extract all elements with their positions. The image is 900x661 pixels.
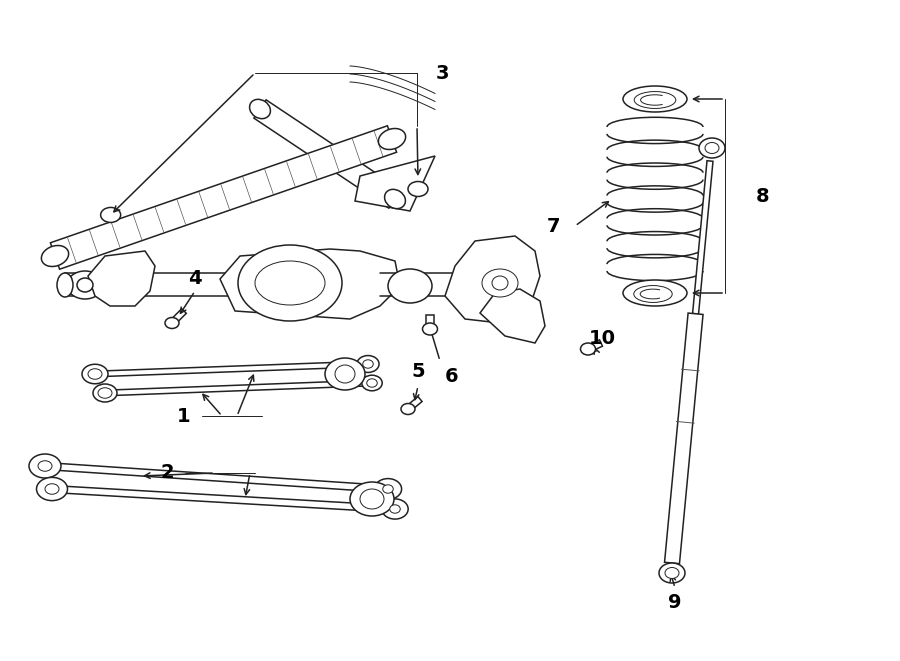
Ellipse shape xyxy=(665,568,679,578)
Polygon shape xyxy=(587,340,602,352)
Ellipse shape xyxy=(699,138,725,158)
Ellipse shape xyxy=(360,489,384,509)
Text: 10: 10 xyxy=(589,329,616,348)
Ellipse shape xyxy=(357,356,379,372)
Text: 1: 1 xyxy=(177,407,191,426)
Ellipse shape xyxy=(382,485,393,493)
Ellipse shape xyxy=(401,403,415,414)
Polygon shape xyxy=(480,289,545,343)
Polygon shape xyxy=(427,315,434,329)
Ellipse shape xyxy=(57,273,73,297)
Ellipse shape xyxy=(367,379,377,387)
Ellipse shape xyxy=(634,286,672,303)
Polygon shape xyxy=(220,249,400,319)
Ellipse shape xyxy=(238,245,342,321)
Polygon shape xyxy=(406,397,422,412)
Polygon shape xyxy=(664,313,703,564)
Ellipse shape xyxy=(45,484,59,494)
Ellipse shape xyxy=(363,360,374,368)
Ellipse shape xyxy=(482,269,518,297)
Text: 6: 6 xyxy=(446,366,459,385)
Text: 2: 2 xyxy=(160,463,174,483)
Ellipse shape xyxy=(98,388,112,398)
Ellipse shape xyxy=(362,375,382,391)
Polygon shape xyxy=(445,236,540,323)
Polygon shape xyxy=(693,161,713,314)
Ellipse shape xyxy=(705,143,719,153)
Ellipse shape xyxy=(101,208,121,223)
Ellipse shape xyxy=(255,261,325,305)
Text: 8: 8 xyxy=(756,186,770,206)
Ellipse shape xyxy=(634,92,676,108)
Ellipse shape xyxy=(422,323,437,335)
Text: 7: 7 xyxy=(546,217,560,235)
Ellipse shape xyxy=(67,271,103,299)
Ellipse shape xyxy=(165,317,179,329)
Ellipse shape xyxy=(382,499,409,519)
Ellipse shape xyxy=(88,369,102,379)
Polygon shape xyxy=(355,156,435,211)
Ellipse shape xyxy=(384,189,405,209)
Text: 3: 3 xyxy=(436,63,449,83)
Ellipse shape xyxy=(374,479,401,500)
Ellipse shape xyxy=(249,99,270,119)
Text: 4: 4 xyxy=(188,268,202,288)
Ellipse shape xyxy=(623,86,687,112)
Polygon shape xyxy=(254,100,401,208)
Ellipse shape xyxy=(29,454,61,478)
Ellipse shape xyxy=(82,364,108,384)
Ellipse shape xyxy=(38,461,52,471)
Ellipse shape xyxy=(41,245,68,266)
Ellipse shape xyxy=(580,343,596,355)
Ellipse shape xyxy=(623,280,687,306)
Ellipse shape xyxy=(37,477,68,500)
Ellipse shape xyxy=(350,482,394,516)
Ellipse shape xyxy=(325,358,365,390)
Polygon shape xyxy=(50,126,397,269)
Ellipse shape xyxy=(388,269,432,303)
Ellipse shape xyxy=(335,365,355,383)
Ellipse shape xyxy=(93,384,117,402)
Polygon shape xyxy=(88,251,155,306)
Ellipse shape xyxy=(659,563,685,583)
Ellipse shape xyxy=(408,182,428,196)
Text: 5: 5 xyxy=(411,362,425,381)
Text: 9: 9 xyxy=(668,594,682,613)
Ellipse shape xyxy=(378,128,406,149)
Ellipse shape xyxy=(390,505,400,513)
Ellipse shape xyxy=(77,278,93,292)
Polygon shape xyxy=(170,309,186,325)
Ellipse shape xyxy=(492,276,508,290)
